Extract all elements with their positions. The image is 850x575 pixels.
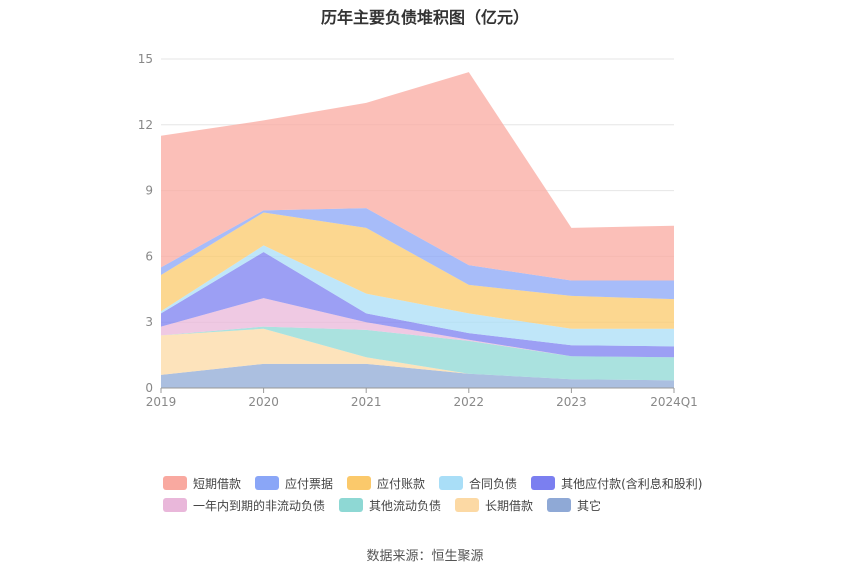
legend-swatch	[347, 476, 372, 490]
area-series-6	[161, 245, 674, 347]
legend-item[interactable]: 合同负债	[439, 475, 517, 492]
x-tick-label: 2020	[248, 395, 279, 409]
chart-legend: 短期借款 应付票据 应付账款 合同负债 其他应付款(含利息和股利) 一年内到期的非流动负债…	[163, 472, 763, 516]
legend-swatch	[455, 498, 480, 512]
area-series-8	[161, 208, 674, 300]
legend-label: 合同负债	[469, 476, 518, 491]
area-series-2	[161, 328, 674, 381]
legend-row: 短期借款 应付票据 应付账款 合同负债 其他应付款(含利息和股利)	[163, 472, 763, 494]
data-source: 数据来源：恒生聚源	[366, 549, 484, 564]
legend-row: 一年内到期的非流动负债 其他流动负债 长期借款 其它	[163, 494, 763, 516]
legend-swatch	[255, 476, 280, 490]
area-series-4	[161, 298, 674, 358]
legend-swatch	[163, 476, 187, 490]
legend-item[interactable]: 其它	[547, 497, 601, 514]
legend-swatch	[547, 498, 572, 512]
legend-label: 一年内到期的非流动负债	[193, 498, 326, 513]
x-tick-label: 2019	[146, 395, 177, 409]
area-series-7	[161, 212, 674, 329]
x-tick-label: 2024Q1	[650, 395, 698, 409]
legend-swatch	[439, 476, 464, 490]
legend-label: 应付账款	[377, 476, 426, 491]
legend-label: 长期借款	[485, 498, 534, 513]
legend-item[interactable]: 短期借款	[163, 475, 241, 492]
legend-swatch	[531, 476, 556, 490]
legend-label: 应付票据	[285, 476, 334, 491]
y-tick-label: 9	[145, 184, 153, 198]
chart-title: 历年主要负债堆积图（亿元）	[320, 8, 529, 27]
legend-item[interactable]: 应付账款	[347, 475, 425, 492]
area-series-1	[161, 363, 674, 388]
y-tick-label: 3	[145, 315, 153, 329]
y-tick-label: 15	[138, 52, 153, 66]
x-tick-label: 2023	[556, 395, 587, 409]
legend-swatch	[339, 498, 364, 512]
legend-item[interactable]: 其他应付款(含利息和股利)	[531, 475, 702, 492]
legend-label: 其它	[577, 498, 602, 513]
y-tick-label: 6	[145, 249, 153, 263]
y-tick-label: 12	[138, 118, 153, 132]
area-series-3	[161, 326, 674, 381]
legend-label: 其他应付款(含利息和股利)	[561, 476, 703, 491]
area-series-9	[161, 72, 674, 281]
legend-label: 其他流动负债	[369, 498, 442, 513]
legend-label: 短期借款	[193, 476, 242, 491]
legend-swatch	[163, 498, 187, 512]
y-tick-label: 0	[145, 381, 153, 395]
legend-item[interactable]: 应付票据	[255, 475, 333, 492]
legend-item[interactable]: 一年内到期的非流动负债	[163, 497, 325, 514]
legend-item[interactable]: 其他流动负债	[339, 497, 441, 514]
legend-item[interactable]: 长期借款	[455, 497, 533, 514]
x-tick-label: 2022	[454, 395, 485, 409]
area-series-5	[161, 252, 674, 358]
x-tick-label: 2021	[351, 395, 382, 409]
